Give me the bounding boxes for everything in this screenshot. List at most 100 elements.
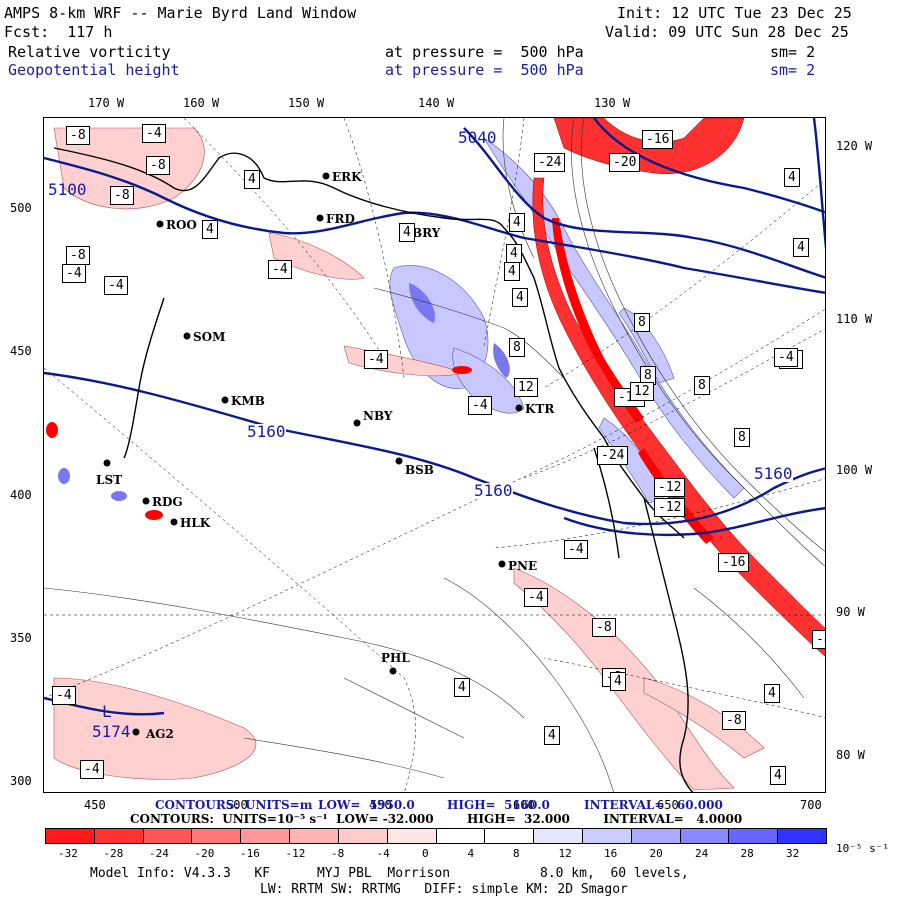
height-contour-label: 5160 bbox=[247, 422, 286, 441]
station-label: PHL bbox=[381, 651, 410, 665]
color-bar-segment bbox=[631, 829, 681, 843]
color-bar-segment bbox=[241, 829, 291, 843]
lon-label-top: 130 W bbox=[594, 96, 631, 110]
station-label: RDG bbox=[152, 495, 183, 509]
color-bar-segment bbox=[485, 829, 535, 843]
init-time: Init: 12 UTC Tue 23 Dec 25 bbox=[617, 4, 852, 22]
vorticity-contour-label: -8 bbox=[66, 126, 90, 145]
vorticity-contour-label: 8 bbox=[634, 313, 650, 332]
vorticity-contour-label: -4 bbox=[52, 686, 76, 705]
vorticity-contour-label: -16 bbox=[642, 130, 674, 149]
field1-smoothing: sm= 2 bbox=[770, 43, 816, 61]
grid-label-bottom: 550 bbox=[370, 798, 392, 812]
station-label: BSB bbox=[405, 463, 434, 477]
lon-label-right: 100 W bbox=[836, 463, 873, 477]
color-bar-tick-label: -8 bbox=[331, 847, 345, 860]
field2-smoothing: sm= 2 bbox=[770, 61, 816, 79]
vorticity-contour-label: 4 bbox=[506, 244, 522, 263]
field1-name: Relative vorticity bbox=[8, 43, 171, 61]
negative-vorticity-shading bbox=[53, 127, 765, 791]
height-contour-info-interval: INTERVAL= 60.000 bbox=[584, 798, 723, 812]
vorticity-contour-info: CONTOURS: UNITS=10⁻⁵ s⁻¹ LOW= -32.000 HI… bbox=[130, 812, 743, 826]
lon-label-top: 150 W bbox=[288, 96, 325, 110]
color-bar-tick-label: -28 bbox=[103, 847, 124, 860]
station-label: AG2 bbox=[146, 727, 174, 741]
vorticity-contour-label: -24 bbox=[597, 446, 629, 465]
vorticity-contour-label: 4 bbox=[399, 223, 415, 242]
height-contour-label: 5160 bbox=[474, 481, 513, 500]
lon-label-right: 110 W bbox=[836, 312, 873, 326]
grid-label-bottom: 600 bbox=[513, 798, 535, 812]
color-bar-segment bbox=[436, 829, 486, 843]
color-bar-segment bbox=[387, 829, 437, 843]
height-contour-info-prefix: CONTOURS: bbox=[155, 798, 239, 812]
vorticity-contour-label: -24 bbox=[534, 153, 566, 172]
color-bar-tick-label: 8 bbox=[513, 847, 520, 860]
station-label: ERK bbox=[332, 170, 362, 184]
low-center-marker: L bbox=[102, 702, 112, 721]
vorticity-contour-label: -12 bbox=[654, 478, 686, 497]
color-bar-tick-label: 28 bbox=[740, 847, 754, 860]
forecast-hour: Fcst: 117 h bbox=[4, 23, 113, 41]
vorticity-contour-label: -4 bbox=[564, 540, 588, 559]
color-bar-tick-label: -4 bbox=[376, 847, 390, 860]
grid-label-left: 300 bbox=[10, 774, 32, 788]
height-contour-info-units: UNITS=m bbox=[245, 798, 313, 812]
color-bar-tick-label: 20 bbox=[649, 847, 663, 860]
color-bar-segment bbox=[94, 829, 144, 843]
color-bar-segment bbox=[338, 829, 388, 843]
vorticity-contour-label: -8 bbox=[146, 156, 170, 175]
color-bar-segment bbox=[534, 829, 583, 843]
grid-label-left: 450 bbox=[10, 344, 32, 358]
station-label: ROO bbox=[166, 218, 197, 232]
grid-label-left: 400 bbox=[10, 488, 32, 502]
color-bar-tick-label: -20 bbox=[194, 847, 215, 860]
vorticity-contour-label: -12 bbox=[654, 498, 686, 517]
vorticity-contour-label: 4 bbox=[244, 170, 260, 189]
vorticity-contour-label: 4 bbox=[504, 262, 520, 281]
vorticity-contour-label: 4 bbox=[793, 238, 809, 257]
model-physics: LW: RRTM SW: RRTMG DIFF: simple KM: 2D S… bbox=[260, 882, 628, 897]
vorticity-contour-label: -4 bbox=[268, 260, 292, 279]
color-bar-tick-label: -16 bbox=[240, 847, 260, 860]
color-bar-segment bbox=[680, 829, 730, 843]
vorticity-contour-label: 4 bbox=[512, 288, 528, 307]
station-label: BRY bbox=[412, 226, 441, 240]
station-label: FRD bbox=[326, 212, 355, 226]
color-bar-segment bbox=[729, 829, 779, 843]
grid-label-bottom: 450 bbox=[84, 798, 106, 812]
station-label: NBY bbox=[363, 409, 393, 423]
vorticity-contour-label: 4 bbox=[784, 168, 800, 187]
map-canvas bbox=[44, 118, 825, 792]
field2-level: at pressure = 500 hPa bbox=[385, 61, 584, 79]
lon-label-top: 170 W bbox=[88, 96, 125, 110]
vorticity-contour-label: -16 bbox=[718, 553, 750, 572]
map-panel: ROO FRD BRY ERK SOM KMB NBY LST RDG HLK … bbox=[43, 117, 826, 793]
vorticity-contour-label: 8 bbox=[509, 338, 525, 357]
height-contour-label: 5100 bbox=[48, 180, 87, 199]
color-bar-tick-label: 0 bbox=[422, 847, 429, 860]
vorticity-contour-label: -8 bbox=[66, 246, 90, 265]
color-bar-segment bbox=[143, 829, 193, 843]
vorticity-contour-label: 4 bbox=[509, 213, 525, 232]
vorticity-contour-label: -4 bbox=[142, 124, 166, 143]
vorticity-contour-label: -4 bbox=[364, 350, 388, 369]
strong-positive-vorticity bbox=[58, 283, 510, 501]
station-label: LST bbox=[96, 473, 123, 487]
vorticity-contour-label: 12 bbox=[514, 378, 538, 397]
color-bar-tick-label: 12 bbox=[558, 847, 572, 860]
color-bar-segment bbox=[46, 829, 95, 843]
grid-label-bottom: 500 bbox=[226, 798, 248, 812]
model-info: Model Info: V4.3.3 KF MYJ PBL Morrison bbox=[90, 866, 451, 881]
color-bar-segment bbox=[582, 829, 632, 843]
vorticity-contour-label: 8 bbox=[734, 428, 750, 447]
vorticity-contour-label: -4 bbox=[62, 264, 86, 283]
lon-label-right: 120 W bbox=[836, 139, 873, 153]
color-bar-tick-label: -32 bbox=[58, 847, 78, 860]
color-bar-tick-label: 24 bbox=[695, 847, 709, 860]
vorticity-contours bbox=[44, 118, 825, 792]
vorticity-contour-label: 4 bbox=[764, 684, 780, 703]
vorticity-contour-label: 8 bbox=[640, 366, 656, 385]
grid-label-left: 350 bbox=[10, 631, 32, 645]
vorticity-contour-label: -4 bbox=[468, 396, 492, 415]
